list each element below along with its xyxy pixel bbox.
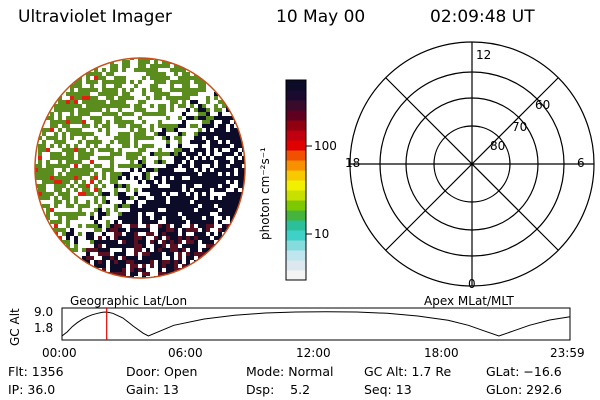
x-tick-2359: 23:59 [550,346,585,360]
colorbar-cell [286,90,306,101]
colorbar-cell [286,170,306,181]
time-label: 02:09:48 UT [430,7,535,27]
colorbar-cell [286,140,306,151]
door-status: Door: Open [126,364,198,379]
mode-value: Mode: Normal [246,364,334,379]
mlt-label-18: 18 [345,156,361,170]
colorbar-tick-10: 10 [314,227,330,241]
colorbar-tick-100: 100 [314,139,337,153]
colorbar-cell [286,180,306,191]
x-tick-1200: 12:00 [296,346,331,360]
mlat-label-80: 80 [490,139,506,153]
instrument-title: Ultraviolet Imager [18,7,172,27]
seq-value: Seq: 13 [364,382,412,397]
x-tick-1800: 18:00 [424,346,459,360]
colorbar-cell [286,240,306,251]
colorbar-cell [286,130,306,141]
colorbar-cell [286,220,306,231]
colorbar-cell [286,80,306,91]
gc-alt-value: GC Alt: 1.7 Re [364,364,452,379]
colorbar-cell [286,120,306,131]
flight-number: Flt: 1356 [8,364,64,379]
aurora-image [35,58,245,278]
colorbar-cell [286,250,306,261]
mlt-label-12: 12 [476,48,492,62]
x-tick-0000: 00:00 [42,346,77,360]
colorbar-cell [286,200,306,211]
colorbar-cell [286,100,306,111]
apex-mlat-title: Apex MLat/MLT [424,294,514,308]
mlat-label-60: 60 [535,98,551,112]
glat-value: GLat: −16.6 [486,364,562,379]
ip-value: IP: 36.0 [8,382,56,397]
geo-latlon-title: Geographic Lat/Lon [70,294,188,308]
colorbar-cell [286,270,306,281]
colorbar-cell [286,150,306,161]
mlt-label-6: 6 [577,156,585,170]
y-tick-1.8: 1.8 [34,321,54,335]
glon-value: GLon: 292.6 [486,382,562,397]
colorbar-cell [286,190,306,201]
colorbar-cell [286,260,306,271]
colorbar-cell [286,110,306,121]
colorbar-cell [286,230,306,241]
orbit-altitude-curve [61,311,571,337]
date-label: 10 May 00 [276,7,366,27]
colorbar-cell [286,210,306,221]
colorbar-cell [286,160,306,171]
dsp-value: Dsp: 5.2 [246,382,311,397]
x-tick-0600: 06:00 [168,346,203,360]
mlat-label-70: 70 [512,120,528,134]
mlt-label-0: 0 [468,277,476,291]
limb-outline [34,57,246,279]
y-tick-9: 9.0 [34,305,54,319]
gain-value: Gain: 13 [126,382,179,397]
